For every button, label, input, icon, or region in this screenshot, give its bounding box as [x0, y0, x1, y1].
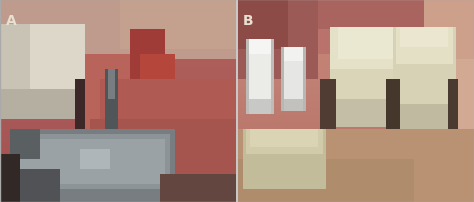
Text: B: B [243, 14, 254, 28]
Text: A: A [6, 14, 17, 28]
